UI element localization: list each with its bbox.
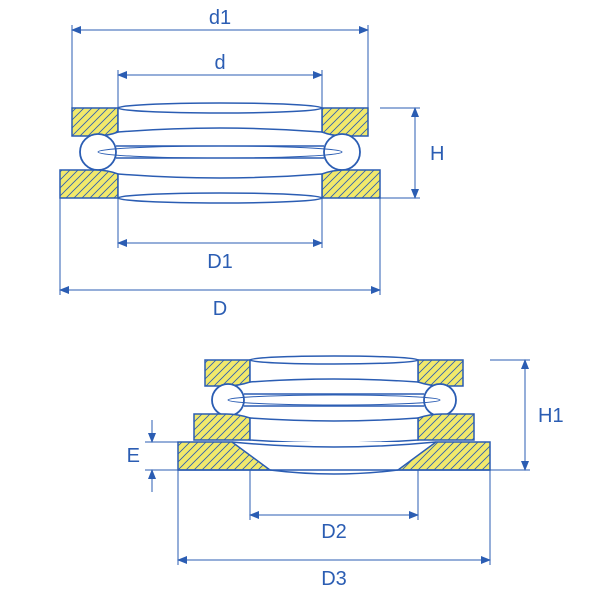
bearing-diagram: d1 d H xyxy=(0,0,600,600)
label-D2: D2 xyxy=(321,521,347,543)
b-mid-washer-right xyxy=(418,414,474,440)
top-washer-right xyxy=(322,108,368,136)
b-top-washer-left xyxy=(205,360,250,386)
b-mid-washer-left xyxy=(194,414,250,440)
dim-D2: D2 xyxy=(250,470,418,543)
label-D3: D3 xyxy=(321,568,347,590)
label-d: d xyxy=(214,52,225,74)
label-d1: d1 xyxy=(209,7,231,29)
dim-d: d xyxy=(118,52,322,108)
dim-H1: H1 xyxy=(490,360,564,470)
bottom-view: H1 E D2 D3 xyxy=(127,356,564,590)
bottom-washer-left xyxy=(60,170,118,198)
label-E: E xyxy=(127,445,140,467)
bottom-washer-right xyxy=(322,170,380,198)
label-D: D xyxy=(213,298,227,320)
b-seat-left xyxy=(178,442,270,470)
dim-E: E xyxy=(127,420,178,492)
label-H1: H1 xyxy=(538,405,564,427)
b-top-washer-right xyxy=(418,360,463,386)
label-D1: D1 xyxy=(207,251,233,273)
dim-H: H xyxy=(380,108,444,198)
label-H: H xyxy=(430,143,444,165)
top-washer-left xyxy=(72,108,118,136)
b-seat-right xyxy=(398,442,490,470)
dim-D1: D1 xyxy=(118,198,322,273)
top-view: d1 d H xyxy=(60,7,444,320)
